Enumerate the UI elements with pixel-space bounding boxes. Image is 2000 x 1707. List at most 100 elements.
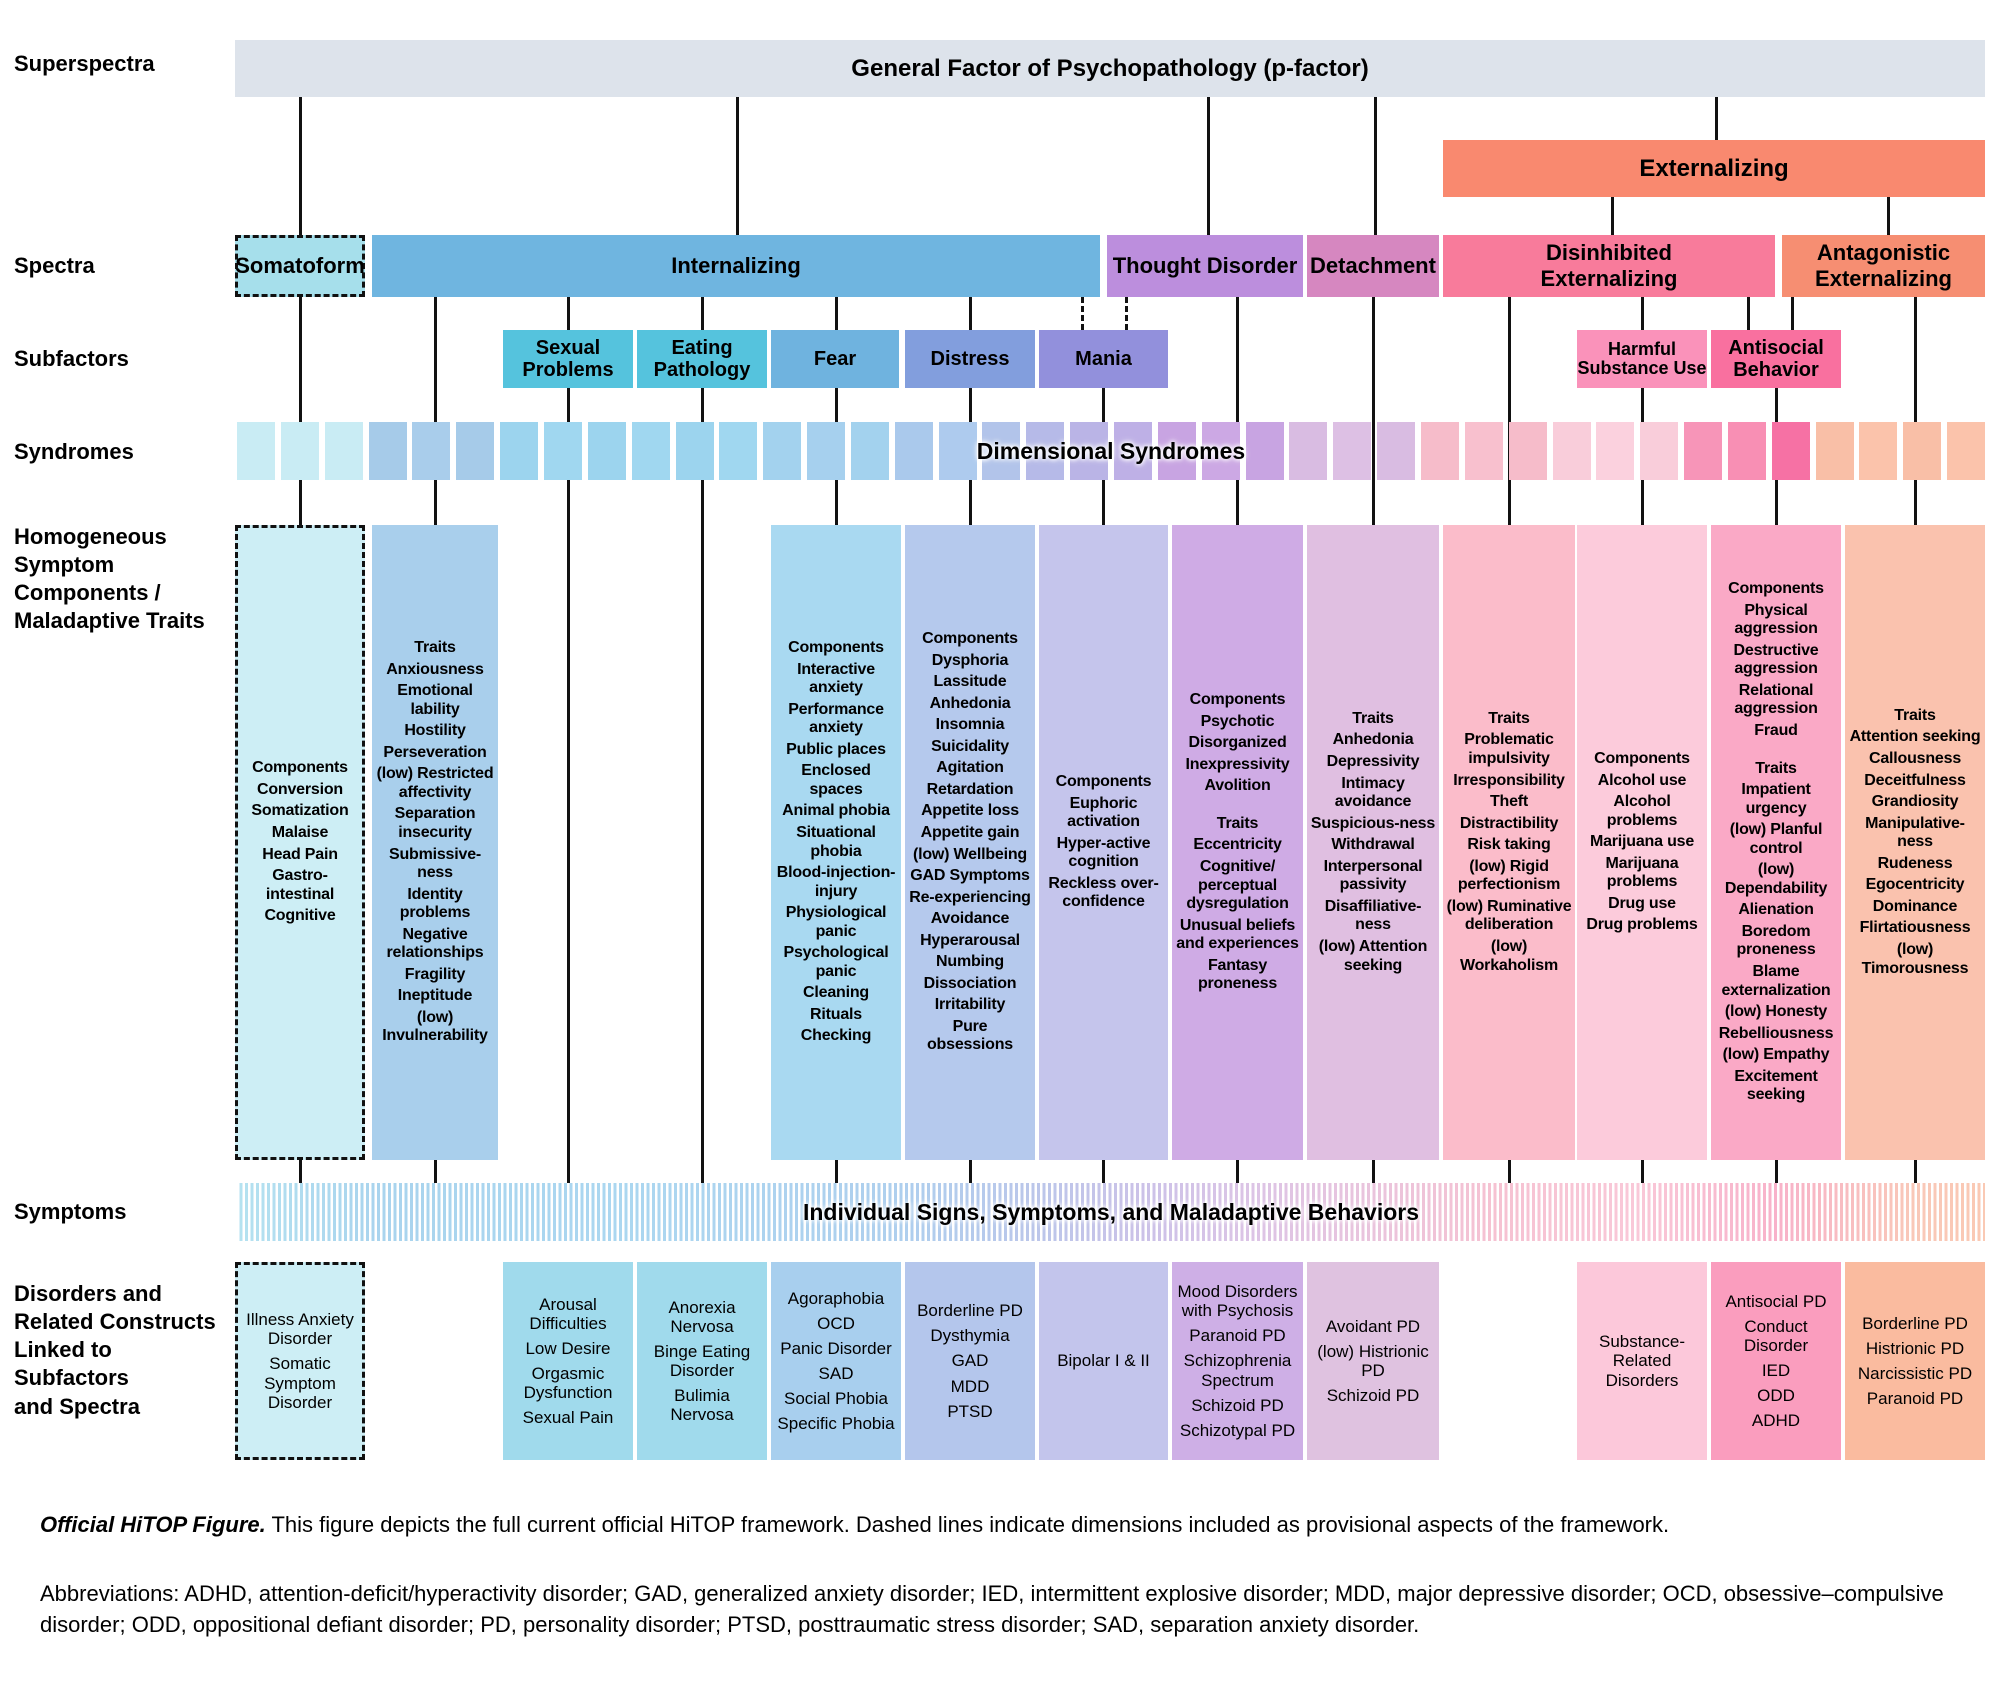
subfactor-box-distress: Distress [905, 330, 1035, 388]
connector-line [1235, 1160, 1239, 1183]
syndrome-square [1596, 422, 1635, 480]
syndrome-square [1727, 422, 1766, 480]
connector-line [1101, 1160, 1105, 1183]
syndrome-square [1684, 422, 1723, 480]
syndrome-square [1640, 422, 1679, 480]
row-label-symptoms: Symptoms [14, 1199, 127, 1224]
syndrome-square [675, 422, 714, 480]
component-column-detachment: Traits Anhedonia Depressivity Intimacy avoi… [1307, 525, 1439, 1160]
component-column-somatoform: Components Conversion Somatization Malaise H… [235, 525, 365, 1160]
provisional-connector-line [1124, 297, 1128, 330]
component-column-antagonistic-traits: Traits Attention seeking Callousness Deceit… [1845, 525, 1985, 1160]
syndromes-strip: Dimensional Syndromes [237, 422, 1986, 480]
connector-line [433, 297, 437, 525]
row-label-spectra: Spectra [14, 253, 95, 278]
syndrome-square [1114, 422, 1152, 480]
connector-line [433, 1160, 437, 1183]
syndrome-square [1070, 422, 1109, 480]
syndrome-squares [237, 422, 1986, 480]
connector-line [1507, 1160, 1511, 1183]
syndrome-square [543, 422, 582, 480]
abbreviations-note: Abbreviations: ADHD, attention-deficit/h… [40, 1581, 1944, 1638]
figure-caption: Official HiTOP Figure. This figure depic… [40, 1510, 1960, 1540]
syndrome-square [237, 422, 275, 480]
connector-line [1235, 297, 1239, 525]
syndrome-square [1157, 422, 1196, 480]
connector-line [700, 388, 704, 1183]
syndrome-square [719, 422, 758, 480]
connector-line [1913, 1160, 1917, 1183]
connector-line [700, 297, 704, 330]
spectra-box-detachment: Detachment [1307, 235, 1439, 297]
connector-line [1913, 297, 1917, 525]
spectra-box-antagonistic-externalizing: Antagonistic Externalizing [1782, 235, 1985, 297]
connector-line [1790, 297, 1794, 330]
connector-line [566, 297, 570, 330]
connector-line [834, 297, 838, 330]
syndrome-square [1859, 422, 1898, 480]
syndrome-square [1508, 422, 1547, 480]
component-column-internalizing-traits: Traits Anxiousness Emotional lability Hosti… [372, 525, 498, 1160]
syndrome-square [1289, 422, 1328, 480]
subfactor-box-sexual-problems: Sexual Problems [503, 330, 633, 388]
syndrome-square [763, 422, 802, 480]
syndrome-square [456, 422, 495, 480]
externalizing-superspectrum-bar: Externalizing [1443, 140, 1985, 197]
disorder-box-eating-pathology: Anorexia Nervosa Binge Eating Disorder Bul… [637, 1262, 767, 1460]
syndrome-square [1947, 422, 1986, 480]
connector-line [968, 297, 972, 330]
subfactor-box-fear: Fear [771, 330, 899, 388]
row-label-disorders: Disorders and Related Constructs Linked to… [14, 1281, 216, 1419]
connector-line [735, 97, 739, 235]
connector-line [1610, 197, 1614, 235]
syndrome-square [807, 422, 846, 480]
syndrome-square [1420, 422, 1459, 480]
spectra-box-internalizing: Internalizing [372, 235, 1100, 297]
syndrome-square [1815, 422, 1854, 480]
connector-line [1774, 1160, 1778, 1183]
component-column-thought-disorder: Components Psychotic Disorganized Inexpress… [1172, 525, 1303, 1160]
connector-line [1640, 297, 1644, 330]
subfactor-box-eating-pathology: Eating Pathology [637, 330, 767, 388]
connector-line [1886, 197, 1890, 235]
component-column-substance-use: Components Alcohol use Alcohol problems Mar… [1577, 525, 1707, 1160]
connector-line [834, 1160, 838, 1183]
connector-line [1507, 297, 1511, 525]
component-column-fear: Components Interactive anxiety Performance… [771, 525, 901, 1160]
connector-line [1714, 97, 1718, 140]
subfactor-box-harmful-substance-use: Harmful Substance Use [1577, 330, 1707, 388]
spectra-box-somatoform: Somatoform [235, 235, 365, 297]
syndrome-square [587, 422, 626, 480]
connector-line [1373, 97, 1377, 235]
spectra-box-thought-disorder: Thought Disorder [1107, 235, 1303, 297]
syndrome-square [894, 422, 933, 480]
syndrome-square [1552, 422, 1591, 480]
syndrome-square [631, 422, 670, 480]
syndrome-square [1771, 422, 1810, 480]
figure-caption-text: This figure depicts the full current off… [265, 1512, 1670, 1537]
row-label-syndromes: Syndromes [14, 439, 134, 464]
syndrome-square [938, 422, 977, 480]
disorder-box-antagonistic: Borderline PD Histrionic PD Narcissistic P… [1845, 1262, 1985, 1460]
disorder-box-sexual-problems: Arousal Difficulties Low Desire Orgasmic D… [503, 1262, 633, 1460]
symptoms-strip-label: Individual Signs, Symptoms, and Maladapt… [802, 1198, 1420, 1225]
syndrome-square [982, 422, 1021, 480]
provisional-connector-line [1080, 297, 1084, 330]
syndrome-square [1245, 422, 1284, 480]
row-label-components: Homogeneous Symptom Components / Maladaptiv… [14, 524, 205, 634]
row-label-subfactors: Subfactors [14, 346, 129, 371]
connector-line [298, 1160, 302, 1183]
connector-line [298, 97, 302, 235]
disorder-box-antisocial: Antisocial PD Conduct Disorder IED ODD ADHD [1711, 1262, 1841, 1460]
row-label-superspectra: Superspectra [14, 51, 155, 76]
connector-line [1206, 97, 1210, 235]
disorder-box-mania: Bipolar I & II [1039, 1262, 1168, 1460]
syndrome-square [1333, 422, 1372, 480]
syndrome-square [1026, 422, 1065, 480]
disorder-box-somatoform: Illness Anxiety Disorder Somatic Symptom … [235, 1262, 365, 1460]
disorder-box-substance-use: Substance-Related Disorders [1577, 1262, 1707, 1460]
disorder-box-detachment: Avoidant PD (low) Histrionic PD Schizoid P… [1307, 1262, 1439, 1460]
syndrome-square [500, 422, 539, 480]
syndrome-square [850, 422, 889, 480]
